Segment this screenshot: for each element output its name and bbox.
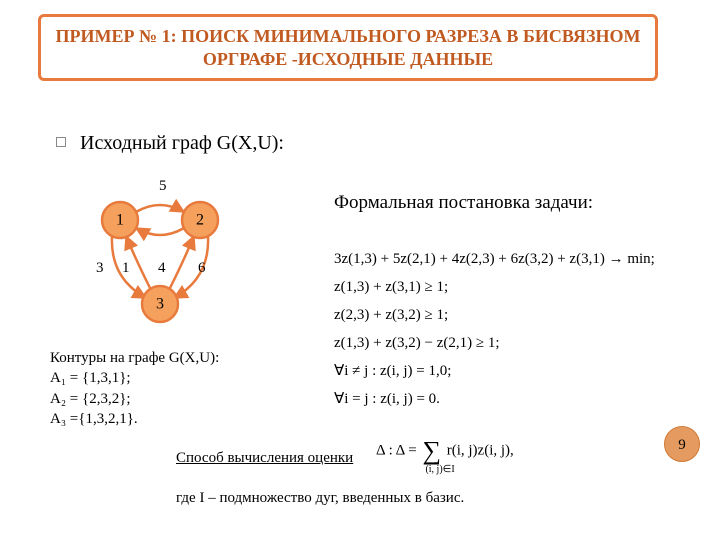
weight-6: 6: [198, 260, 206, 276]
edge-2-1: [136, 228, 184, 235]
edge-1-2: [136, 205, 184, 212]
eq-c3: z(1,3) + z(3,2) − z(2,1) ≥ 1;: [334, 328, 655, 356]
eq-objective: 3z(1,3) + 5z(2,1) + 4z(2,3) + 6z(3,2) + …: [334, 244, 655, 272]
weight-3: 3: [96, 260, 104, 276]
sigma-icon: ∑ (i, j)∈I: [422, 438, 441, 464]
slide-title: ПРИМЕР № 1: ПОИСК МИНИМАЛЬНОГО РАЗРЕЗА В…: [38, 14, 658, 81]
node-2-label: 2: [196, 212, 204, 229]
equations-block: 3z(1,3) + 5z(2,1) + 4z(2,3) + 6z(3,2) + …: [334, 244, 655, 412]
page-number-badge: 9: [664, 426, 700, 462]
contour-a2: A₂ = {2,3,2};: [50, 389, 219, 409]
weight-1: 1: [122, 260, 130, 276]
subtitle-text: Исходный граф G(X,U):: [80, 132, 284, 154]
evaluation-footer: где I – подмножество дуг, введенных в ба…: [176, 490, 464, 507]
node-3-label: 3: [156, 296, 164, 313]
bullet-icon: [56, 137, 66, 147]
evaluation-label: Способ вычисления оценки: [176, 450, 353, 467]
sigma-sub: (i, j)∈I: [425, 464, 454, 475]
contours-heading: Контуры на графе G(X,U):: [50, 348, 219, 368]
edge-3-2: [170, 236, 194, 288]
node-1-label: 1: [116, 212, 124, 229]
eval-body: r(i, j)z(i, j),: [447, 442, 514, 458]
subtitle-line: Исходный граф G(X,U):: [56, 132, 284, 155]
eq-c2: z(2,3) + z(3,2) ≥ 1;: [334, 300, 655, 328]
contours-block: Контуры на графе G(X,U): A₁ = {1,3,1}; A…: [50, 348, 219, 429]
contour-a3: A₃ ={1,3,2,1}.: [50, 409, 219, 429]
formal-problem-label: Формальная постановка задачи:: [334, 192, 593, 215]
eq-diag: ∀i = j : z(i, j) = 0.: [334, 384, 655, 412]
eval-prefix: Δ : Δ =: [376, 442, 417, 458]
graph-diagram: 1 2 3 5 3 1 4 6: [50, 168, 260, 338]
eq-binary: ∀i ≠ j : z(i, j) = 1,0;: [334, 356, 655, 384]
contour-a1: A₁ = {1,3,1};: [50, 368, 219, 388]
edge-3-1: [126, 236, 150, 288]
weight-4: 4: [158, 260, 166, 276]
evaluation-formula: Δ : Δ = ∑ (i, j)∈I r(i, j)z(i, j),: [376, 438, 514, 464]
weight-5: 5: [159, 178, 167, 194]
eq-c1: z(1,3) + z(3,1) ≥ 1;: [334, 272, 655, 300]
